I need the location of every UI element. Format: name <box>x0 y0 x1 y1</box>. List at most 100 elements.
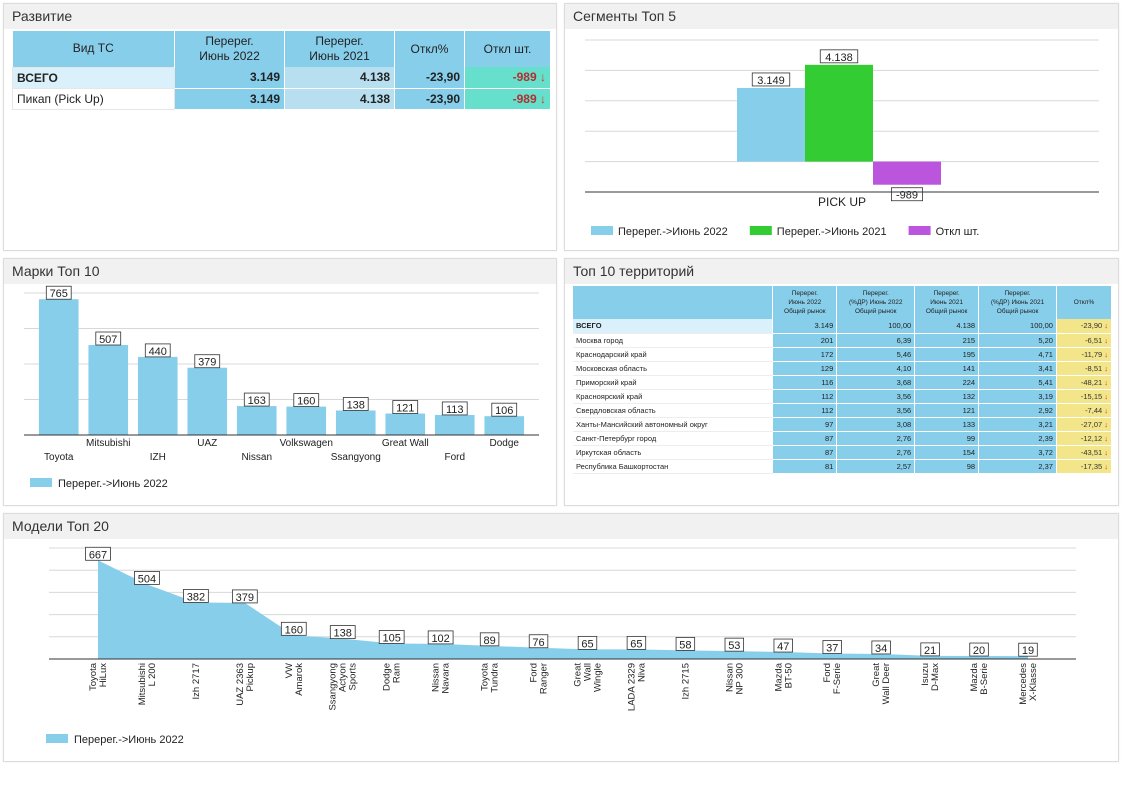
data-label: 89 <box>483 635 495 647</box>
territory-value: 6,39 <box>836 333 916 348</box>
tick-label: DodgeRam <box>382 663 403 691</box>
data-label-box <box>45 285 72 300</box>
data-label: 765 <box>50 288 68 300</box>
tick-label: UAZ <box>197 438 217 449</box>
tick-label-line: Izh 2717 <box>191 663 202 699</box>
territory-delta: -11,79 ↓ <box>1056 347 1113 362</box>
tick-label: Izh 2717 <box>191 663 202 699</box>
column-header: Перерег. Июнь 2022 Общий рынок <box>772 286 838 319</box>
tick-label-line: BT-50 <box>783 663 794 688</box>
territory-value: 2,39 <box>978 431 1057 446</box>
territory-name: ВСЕГО <box>573 319 774 334</box>
tick-label: UAZ 2363Pickup <box>235 663 256 706</box>
territory-name: Московская область <box>573 361 774 376</box>
table-row: Санкт-Петербург город 87 2,76 99 2,39 -12,12 … <box>573 431 1113 446</box>
data-label: 379 <box>236 592 254 604</box>
legend-swatch <box>46 734 68 743</box>
panel-title: Сегменты Топ 5 <box>565 4 1118 29</box>
tick-label: Izh 2715 <box>680 663 691 699</box>
tick-label: GreatWall Deer <box>871 663 892 705</box>
data-label-box <box>280 621 307 636</box>
data-label: 65 <box>581 638 593 650</box>
territory-delta: -23,90 ↓ <box>1056 319 1113 334</box>
territory-delta: -6,51 ↓ <box>1056 333 1113 348</box>
column-header: Перерег. Июнь 2022 <box>174 31 285 67</box>
tick-label: Toyota <box>44 452 74 463</box>
panel-title: Развитие <box>4 4 556 29</box>
data-label-box <box>134 571 160 585</box>
tick-label-line: Wall Deer <box>881 663 892 704</box>
data-label: 47 <box>777 641 789 653</box>
arrow-down-icon: ↓ <box>1104 447 1108 457</box>
legend-entry: Перерег.->Июнь 2022 <box>618 226 728 238</box>
bar <box>88 345 129 435</box>
territory-delta-value: -7,44 <box>1085 405 1105 415</box>
data-label-box <box>890 187 923 202</box>
tick-label: VWAmarok <box>284 663 305 696</box>
column-header: Откл% <box>394 31 465 67</box>
territory-name: Ханты-Мансийский автономный округ <box>573 417 774 432</box>
territory-value: 112 <box>772 403 838 418</box>
territory-value: 100,00 <box>978 319 1057 334</box>
data-label-box <box>751 72 791 87</box>
tick-label: MitsubishiL 200 <box>137 663 158 705</box>
data-label-box <box>194 354 221 369</box>
data-label-box <box>577 635 598 650</box>
data-label: 507 <box>99 334 117 346</box>
data-label-box <box>822 640 842 654</box>
panel-segments: Сегменты Топ 5 3.149 4.138 -989 PICK UP Пере… <box>564 3 1119 251</box>
tick-label-line: HiLux <box>98 663 109 688</box>
value-2021: 4.138 <box>284 67 395 89</box>
data-label: 379 <box>198 357 216 369</box>
panel-title: Модели Топ 20 <box>4 514 1118 539</box>
tick-label: GreatWallWingle <box>572 663 603 692</box>
territory-value: 3,41 <box>978 361 1057 376</box>
data-label: 160 <box>285 624 303 636</box>
data-label-box <box>144 343 171 358</box>
territory-value: 2,37 <box>978 459 1057 474</box>
bar <box>187 367 228 435</box>
tick-label-line: Navara <box>441 662 452 693</box>
data-label-box <box>95 331 122 346</box>
data-label: 138 <box>334 628 352 640</box>
delta-percent: -23,90 <box>394 88 465 110</box>
tick-label: Dodge <box>490 438 520 449</box>
tick-label: FordF-Serie <box>822 663 843 694</box>
column-header: Откл% <box>1056 286 1113 319</box>
bar <box>484 416 525 435</box>
territory-value: 87 <box>772 445 838 460</box>
panel-title: Топ 10 территорий <box>565 259 1118 284</box>
territory-delta-value: -15,15 <box>1080 391 1105 401</box>
data-label-box <box>969 642 989 657</box>
table-row: Красноярский край 112 3,56 132 3,19 -15,15 ↓ <box>573 389 1113 404</box>
territory-name: Приморский край <box>573 375 774 390</box>
tick-label-line: UAZ 2363 <box>235 663 246 706</box>
territory-delta-value: -27,07 <box>1080 419 1105 429</box>
table-row: Свердловская область 112 3,56 121 2,92 -7,44 … <box>573 403 1113 418</box>
tick-label-line: Great <box>871 663 882 687</box>
table-row: Ханты-Мансийский автономный округ 97 3,08 1… <box>573 417 1113 432</box>
territory-delta-value: -8,51 <box>1085 363 1105 373</box>
territory-value: 98 <box>914 459 980 474</box>
bar <box>434 414 475 435</box>
panel-title: Марки Топ 10 <box>4 259 556 284</box>
column-header: Перерег. Июнь 2021 Общий рынок <box>914 286 980 319</box>
data-label-box <box>1018 642 1038 657</box>
territory-value: 5,41 <box>978 375 1057 390</box>
tick-label-line: L 200 <box>147 663 158 686</box>
data-label: 105 <box>383 632 401 644</box>
bar <box>236 406 277 435</box>
territory-delta: -12,12 ↓ <box>1056 431 1113 446</box>
column-header: Перерег. (%ДР) Июнь 2022 Общий рынок <box>836 286 916 319</box>
tick-label: IZH <box>150 452 166 463</box>
value-2021: 4.138 <box>284 88 395 110</box>
data-label: 102 <box>431 633 449 645</box>
arrow-down-icon: ↓ <box>1104 405 1108 415</box>
territory-delta: -7,44 ↓ <box>1056 403 1113 418</box>
data-label: 34 <box>875 643 887 655</box>
area-series <box>98 560 1028 659</box>
bar <box>286 406 327 435</box>
tick-label: Ssangyong <box>331 452 381 463</box>
value-2022: 3.149 <box>174 88 285 110</box>
